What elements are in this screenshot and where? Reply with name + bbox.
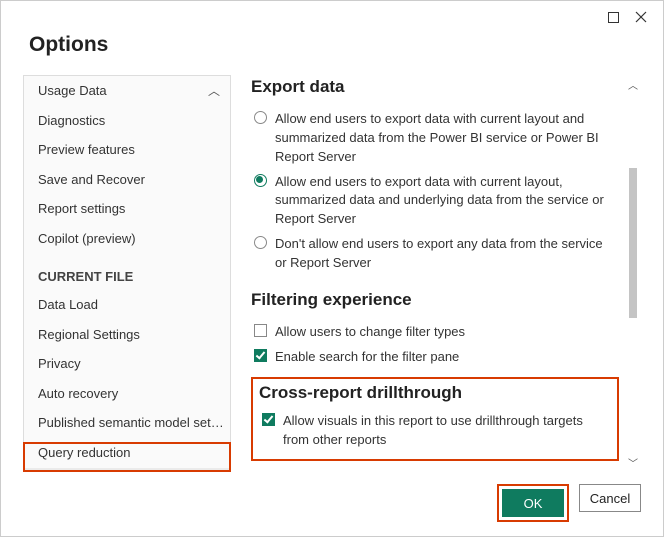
- titlebar: [1, 1, 663, 33]
- ok-button[interactable]: OK: [502, 489, 564, 517]
- sidebar-item-label: Query reduction: [38, 444, 131, 462]
- options-dialog: Options Usage Data ︿ Diagnostics Preview…: [0, 0, 664, 537]
- sidebar-item-preview-features[interactable]: Preview features: [24, 135, 230, 165]
- section-title-export: Export data: [251, 77, 623, 97]
- scroll-up-icon[interactable]: ︿: [628, 75, 638, 94]
- scroll-thumb[interactable]: [629, 168, 637, 318]
- sidebar-scroll[interactable]: Usage Data ︿ Diagnostics Preview feature…: [24, 76, 230, 471]
- checkbox-label: Allow users to change filter types: [275, 323, 623, 342]
- sidebar-item-usage-data[interactable]: Usage Data ︿: [24, 76, 230, 106]
- checkbox-icon: [254, 349, 267, 362]
- sidebar-item-label: Usage Data: [38, 82, 107, 100]
- content-wrap: Export data Allow end users to export da…: [231, 75, 641, 472]
- sidebar-item-auto-recovery[interactable]: Auto recovery: [24, 379, 230, 409]
- filtering-enable-search[interactable]: Enable search for the filter pane: [251, 345, 623, 370]
- export-option-2[interactable]: Don't allow end users to export any data…: [251, 232, 623, 276]
- dialog-body: Usage Data ︿ Diagnostics Preview feature…: [1, 67, 663, 472]
- sidebar-item-report-settings-global[interactable]: Report settings: [24, 194, 230, 224]
- scroll-track[interactable]: [629, 94, 637, 453]
- radio-icon: [254, 236, 267, 249]
- cross-report-section: Cross-report drillthrough Allow visuals …: [251, 377, 619, 461]
- sidebar-item-label: Preview features: [38, 141, 135, 159]
- checkbox-label: Allow visuals in this report to use dril…: [283, 412, 611, 450]
- maximize-button[interactable]: [599, 3, 627, 31]
- radio-label: Don't allow end users to export any data…: [275, 235, 623, 273]
- sidebar-item-label: Data Load: [38, 296, 98, 314]
- sidebar: Usage Data ︿ Diagnostics Preview feature…: [23, 75, 231, 472]
- sidebar-item-label: Auto recovery: [38, 385, 118, 403]
- sidebar-item-label: Privacy: [38, 355, 81, 373]
- content-scrollbar[interactable]: ︿ ﹀: [625, 75, 641, 472]
- sidebar-item-label: Copilot (preview): [38, 230, 136, 248]
- sidebar-section-header: CURRENT FILE: [24, 253, 230, 290]
- radio-icon: [254, 174, 267, 187]
- sidebar-item-save-recover[interactable]: Save and Recover: [24, 165, 230, 195]
- chevron-up-icon: ︿: [208, 83, 220, 99]
- checkbox-label: Enable search for the filter pane: [275, 348, 623, 367]
- sidebar-item-label: Report settings: [38, 200, 125, 218]
- radio-label: Allow end users to export data with curr…: [275, 173, 623, 230]
- sidebar-item-label: Diagnostics: [38, 112, 105, 130]
- sidebar-item-query-reduction[interactable]: Query reduction: [24, 438, 230, 468]
- sidebar-item-copilot[interactable]: Copilot (preview): [24, 224, 230, 254]
- sidebar-item-regional-settings[interactable]: Regional Settings: [24, 320, 230, 350]
- close-button[interactable]: [627, 3, 655, 31]
- section-title-filtering: Filtering experience: [251, 290, 623, 310]
- dialog-header: Options: [1, 33, 663, 67]
- filtering-change-types[interactable]: Allow users to change filter types: [251, 320, 623, 345]
- sidebar-item-label: Save and Recover: [38, 171, 145, 189]
- export-option-1[interactable]: Allow end users to export data with curr…: [251, 170, 623, 233]
- sidebar-item-report-settings[interactable]: Report settings ﹀: [24, 468, 230, 471]
- cancel-button[interactable]: Cancel: [579, 484, 641, 512]
- sidebar-item-published-semantic[interactable]: Published semantic model set…: [24, 408, 230, 438]
- annotation-highlight: OK: [497, 484, 569, 522]
- scroll-down-icon[interactable]: ﹀: [628, 453, 638, 472]
- content-panel: Export data Allow end users to export da…: [251, 75, 623, 472]
- radio-icon: [254, 111, 267, 124]
- checkbox-icon: [254, 324, 267, 337]
- checkbox-icon: [262, 413, 275, 426]
- export-option-0[interactable]: Allow end users to export data with curr…: [251, 107, 623, 170]
- cross-report-drillthrough-checkbox[interactable]: Allow visuals in this report to use dril…: [259, 409, 611, 453]
- sidebar-item-diagnostics[interactable]: Diagnostics: [24, 106, 230, 136]
- sidebar-item-label: Regional Settings: [38, 326, 140, 344]
- sidebar-item-privacy[interactable]: Privacy: [24, 349, 230, 379]
- sidebar-item-label: Published semantic model set…: [38, 414, 224, 432]
- close-icon: [635, 11, 647, 23]
- dialog-footer: OK Cancel: [1, 472, 663, 536]
- sidebar-item-data-load[interactable]: Data Load: [24, 290, 230, 320]
- section-title-cross: Cross-report drillthrough: [259, 383, 611, 403]
- maximize-icon: [608, 12, 619, 23]
- radio-label: Allow end users to export data with curr…: [275, 110, 623, 167]
- dialog-title: Options: [29, 33, 635, 57]
